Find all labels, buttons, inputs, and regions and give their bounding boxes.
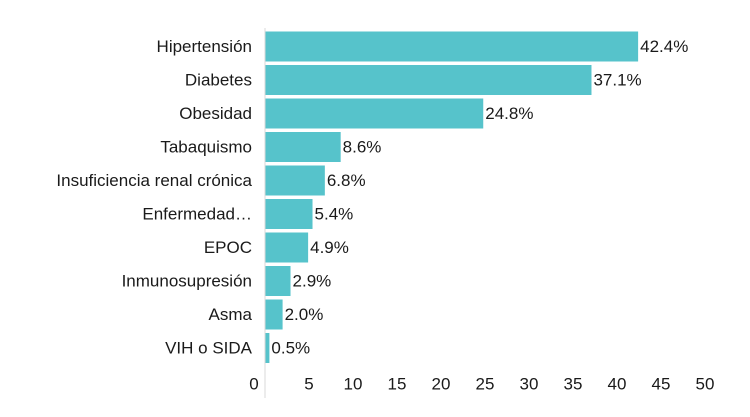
x-tick-label-9: 45	[652, 375, 671, 394]
bar-9	[265, 333, 270, 363]
category-label-9: VIH o SIDA	[165, 339, 253, 358]
x-axis-ticks-group: 0 5 10 15 20 25 30 35 40 45 50	[249, 375, 714, 394]
x-tick-label-0: 0	[249, 375, 258, 394]
bar-3	[265, 132, 341, 162]
value-label-1: 37.1%	[593, 71, 641, 90]
category-label-2: Obesidad	[179, 104, 252, 123]
category-label-3: Tabaquismo	[160, 138, 252, 157]
value-label-7: 2.9%	[293, 272, 332, 291]
category-label-4: Insuficiencia renal crónica	[56, 171, 252, 190]
bars-group	[265, 31, 639, 363]
value-labels-group: 42.4% 37.1% 24.8% 8.6% 6.8% 5.4% 4.9% 2.9% 2.0% 0…	[271, 37, 688, 358]
x-tick-label-3: 15	[388, 375, 407, 394]
value-label-2: 24.8%	[485, 104, 533, 123]
bar-2	[265, 98, 484, 129]
value-label-6: 4.9%	[310, 238, 349, 257]
category-label-1: Diabetes	[185, 71, 252, 90]
x-tick-label-8: 40	[608, 375, 627, 394]
bar-1	[265, 65, 592, 95]
category-label-0: Hipertensión	[157, 37, 252, 56]
x-tick-label-4: 20	[432, 375, 451, 394]
bar-7	[265, 266, 291, 296]
category-label-5: Enfermedad…	[142, 205, 252, 224]
value-label-3: 8.6%	[343, 138, 382, 157]
x-tick-label-5: 25	[476, 375, 495, 394]
bar-0	[265, 31, 639, 62]
x-tick-label-7: 35	[564, 375, 583, 394]
x-tick-label-10: 50	[696, 375, 715, 394]
x-tick-label-2: 10	[344, 375, 363, 394]
bar-5	[265, 199, 313, 229]
category-labels-group: Hipertensión Diabetes Obesidad Tabaquismo In…	[56, 37, 252, 358]
bar-6	[265, 232, 309, 263]
value-label-9: 0.5%	[271, 339, 310, 358]
value-label-0: 42.4%	[640, 37, 688, 56]
value-label-4: 6.8%	[327, 171, 366, 190]
category-label-8: Asma	[209, 305, 253, 324]
x-tick-label-1: 5	[304, 375, 313, 394]
category-label-6: EPOC	[204, 238, 252, 257]
category-label-7: Inmunosupresión	[122, 272, 252, 291]
bar-4	[265, 165, 325, 196]
bar-8	[265, 299, 283, 330]
x-tick-label-6: 30	[520, 375, 539, 394]
value-label-8: 2.0%	[285, 305, 324, 324]
value-label-5: 5.4%	[315, 205, 354, 224]
